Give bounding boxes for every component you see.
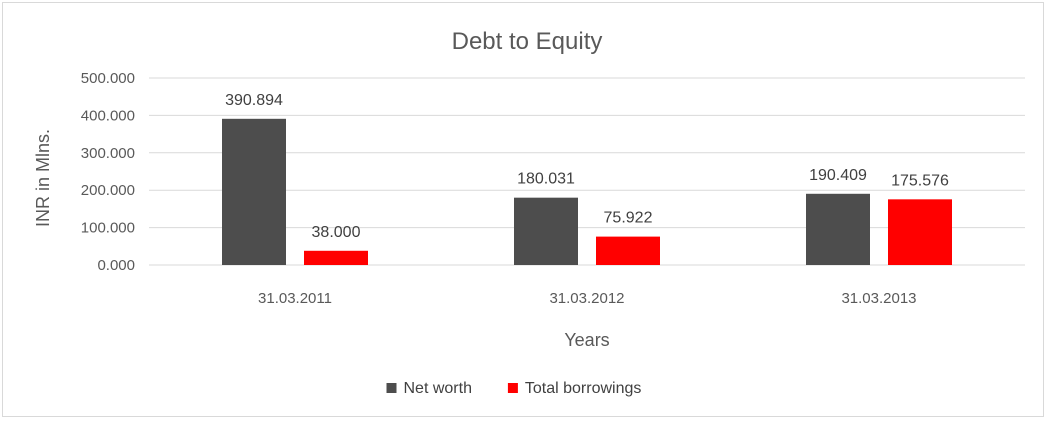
y-axis-ticks: 0.000 100.000 200.000 300.000 400.000 500.000 [81, 70, 135, 274]
legend-label: Net worth [404, 380, 472, 397]
legend-item: Total borrowings [507, 380, 642, 397]
y-tick-label: 500.000 [81, 70, 135, 87]
bar [806, 193, 870, 265]
legend-label: Total borrowings [525, 380, 642, 397]
data-label: 190.409 [809, 167, 867, 184]
y-axis-title: INR in Mlns. [33, 129, 53, 227]
bar-chart: Debt to Equity 0.000 100.000 200.000 300.00… [33, 28, 1025, 397]
data-label: 75.922 [604, 210, 653, 227]
x-axis-ticks: 31.03.2011 31.03.2012 31.03.2013 [258, 290, 917, 307]
data-labels: 390.894 38.000 180.031 75.922 190.409 175.576 [225, 92, 949, 241]
y-tick-label: 0.000 [97, 257, 135, 274]
y-tick-label: 200.000 [81, 182, 135, 199]
legend-item: Net worth [386, 380, 472, 397]
x-tick-label: 31.03.2013 [841, 290, 916, 307]
x-axis-title: Years [564, 330, 609, 350]
legend-swatch [507, 383, 518, 393]
data-label: 180.031 [517, 171, 575, 188]
x-tick-label: 31.03.2012 [549, 290, 624, 307]
legend-swatch [386, 383, 397, 393]
y-tick-label: 400.000 [81, 107, 135, 124]
bar [596, 236, 660, 265]
x-tick-label: 31.03.2011 [258, 290, 332, 307]
y-tick-label: 100.000 [81, 220, 135, 237]
bar [888, 199, 952, 265]
y-tick-label: 300.000 [81, 145, 135, 162]
legend: Net worth Total borrowings [386, 380, 642, 397]
bars [222, 118, 952, 266]
data-label: 175.576 [891, 172, 949, 189]
gridlines [149, 77, 1025, 266]
bar [222, 118, 286, 266]
chart-container: Debt to Equity 0.000 100.000 200.000 300.00… [2, 2, 1044, 417]
data-label: 38.000 [312, 224, 361, 241]
bar [304, 250, 368, 265]
chart-title: Debt to Equity [452, 28, 603, 55]
data-label: 390.894 [225, 92, 283, 109]
bar [514, 197, 578, 265]
